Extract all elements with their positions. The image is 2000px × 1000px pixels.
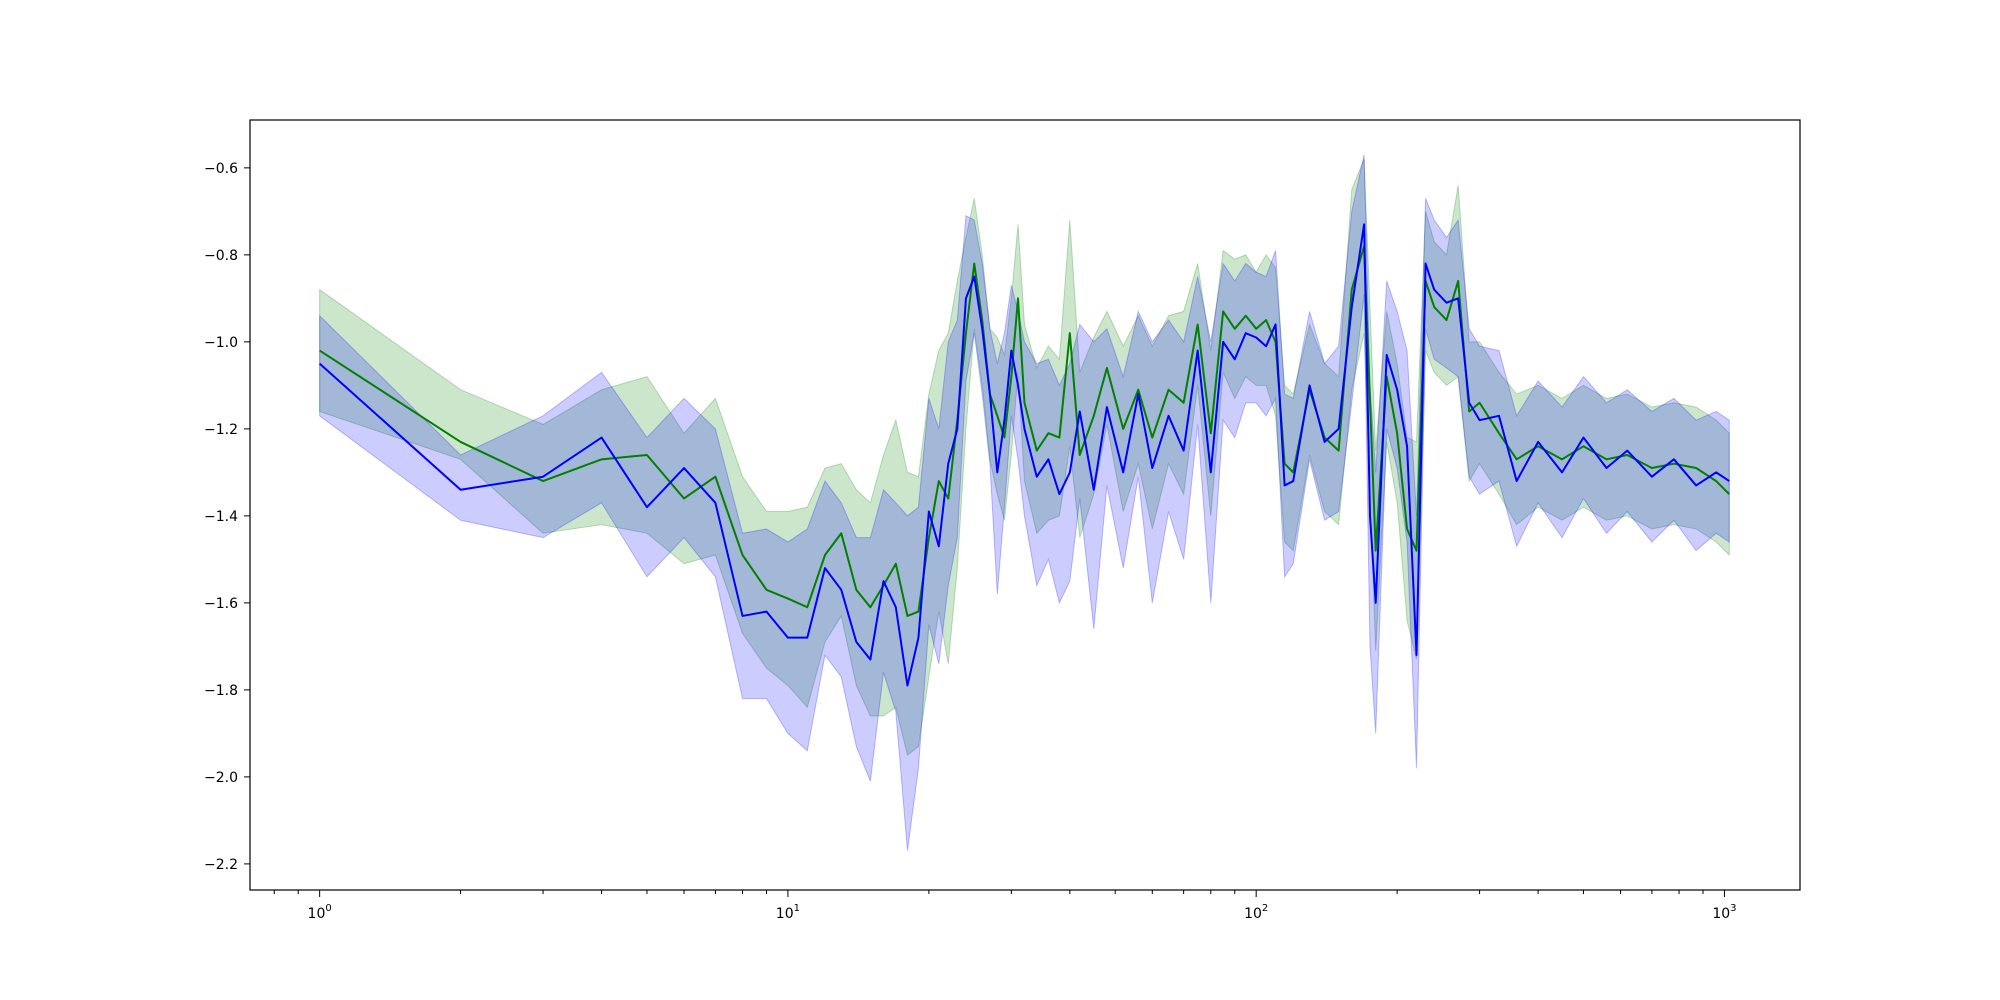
series-2-band [319, 154, 1730, 851]
x-axis: 100 101 102 103 [273, 890, 1737, 922]
y-tick-label: −1.6 [204, 596, 238, 612]
y-tick-label: −1.4 [204, 509, 238, 525]
x-tick-label: 100 [308, 903, 332, 922]
y-tick-label: −1.2 [204, 422, 238, 438]
series-1-band [319, 158, 1730, 757]
axes-frame [249, 119, 1801, 891]
y-tick-label: −1.8 [204, 683, 238, 699]
y-tick-label: −2.2 [204, 857, 238, 873]
y-tick-label: −0.8 [204, 248, 238, 264]
series-2-line [318, 223, 1730, 687]
y-tick-label: −0.6 [204, 161, 238, 177]
y-tick-label: −1.0 [204, 335, 238, 351]
x-tick-label: 102 [1244, 903, 1268, 922]
x-tick-label: 101 [776, 903, 800, 922]
plot-area [318, 154, 1730, 851]
y-axis: −0.6 −0.8 −1.0 −1.2 −1.4 −1.6 −1.8 −2.0 −2.2 [204, 161, 250, 873]
x-tick-label: 103 [1712, 903, 1736, 922]
y-tick-label: −2.0 [204, 770, 238, 786]
